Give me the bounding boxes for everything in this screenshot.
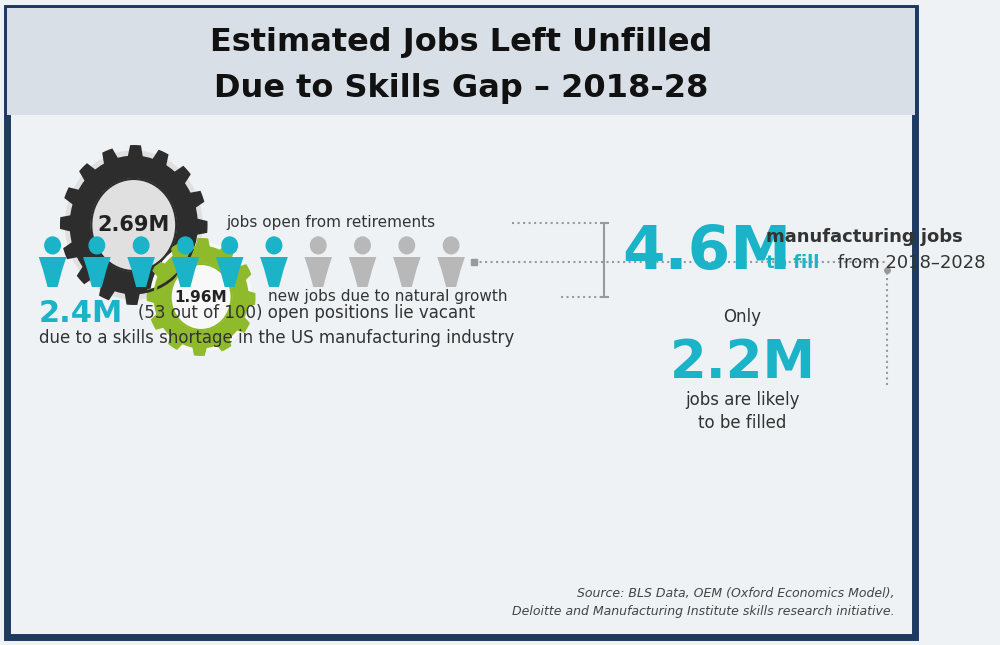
- FancyBboxPatch shape: [7, 8, 915, 637]
- Circle shape: [178, 237, 193, 253]
- Polygon shape: [39, 257, 66, 287]
- Polygon shape: [349, 257, 376, 287]
- Text: to fill: to fill: [766, 254, 819, 272]
- Polygon shape: [60, 145, 208, 305]
- Circle shape: [45, 237, 60, 253]
- Text: Due to Skills Gap – 2018-28: Due to Skills Gap – 2018-28: [214, 74, 708, 104]
- Text: jobs open from retirements: jobs open from retirements: [226, 215, 435, 230]
- Text: Estimated Jobs Left Unfilled: Estimated Jobs Left Unfilled: [210, 28, 712, 59]
- Polygon shape: [147, 238, 256, 356]
- Text: 2.2M: 2.2M: [670, 337, 816, 389]
- Circle shape: [310, 237, 326, 253]
- Circle shape: [222, 237, 237, 253]
- Circle shape: [151, 243, 251, 352]
- Circle shape: [133, 237, 149, 253]
- Text: 4.6M: 4.6M: [623, 224, 792, 283]
- Circle shape: [266, 237, 282, 253]
- Circle shape: [65, 151, 202, 299]
- Polygon shape: [172, 257, 199, 287]
- Text: 2.69M: 2.69M: [98, 215, 170, 235]
- Polygon shape: [304, 257, 332, 287]
- Circle shape: [171, 264, 232, 330]
- Circle shape: [443, 237, 459, 253]
- Text: (53 out of 100) open positions lie vacant: (53 out of 100) open positions lie vacan…: [138, 304, 475, 322]
- Text: jobs are likely: jobs are likely: [685, 391, 800, 409]
- Polygon shape: [83, 257, 111, 287]
- Text: from 2018–2028: from 2018–2028: [832, 254, 986, 272]
- Circle shape: [89, 237, 105, 253]
- Polygon shape: [393, 257, 421, 287]
- Circle shape: [91, 179, 176, 271]
- Text: Source: BLS Data, OEM (Oxford Economics Model),
Deloitte and Manufacturing Insti: Source: BLS Data, OEM (Oxford Economics …: [512, 588, 895, 619]
- Circle shape: [399, 237, 415, 253]
- Text: to be filled: to be filled: [698, 414, 787, 432]
- Text: manufacturing jobs: manufacturing jobs: [766, 228, 962, 246]
- Text: new jobs due to natural growth: new jobs due to natural growth: [268, 290, 507, 304]
- Circle shape: [355, 237, 370, 253]
- FancyBboxPatch shape: [7, 8, 915, 115]
- Polygon shape: [437, 257, 465, 287]
- Text: 2.4M: 2.4M: [39, 299, 123, 328]
- Text: 1.96M: 1.96M: [175, 290, 227, 304]
- Polygon shape: [127, 257, 155, 287]
- Text: Only: Only: [724, 308, 762, 326]
- Polygon shape: [260, 257, 288, 287]
- Polygon shape: [216, 257, 244, 287]
- Text: due to a skills shortage in the US manufacturing industry: due to a skills shortage in the US manuf…: [39, 329, 514, 347]
